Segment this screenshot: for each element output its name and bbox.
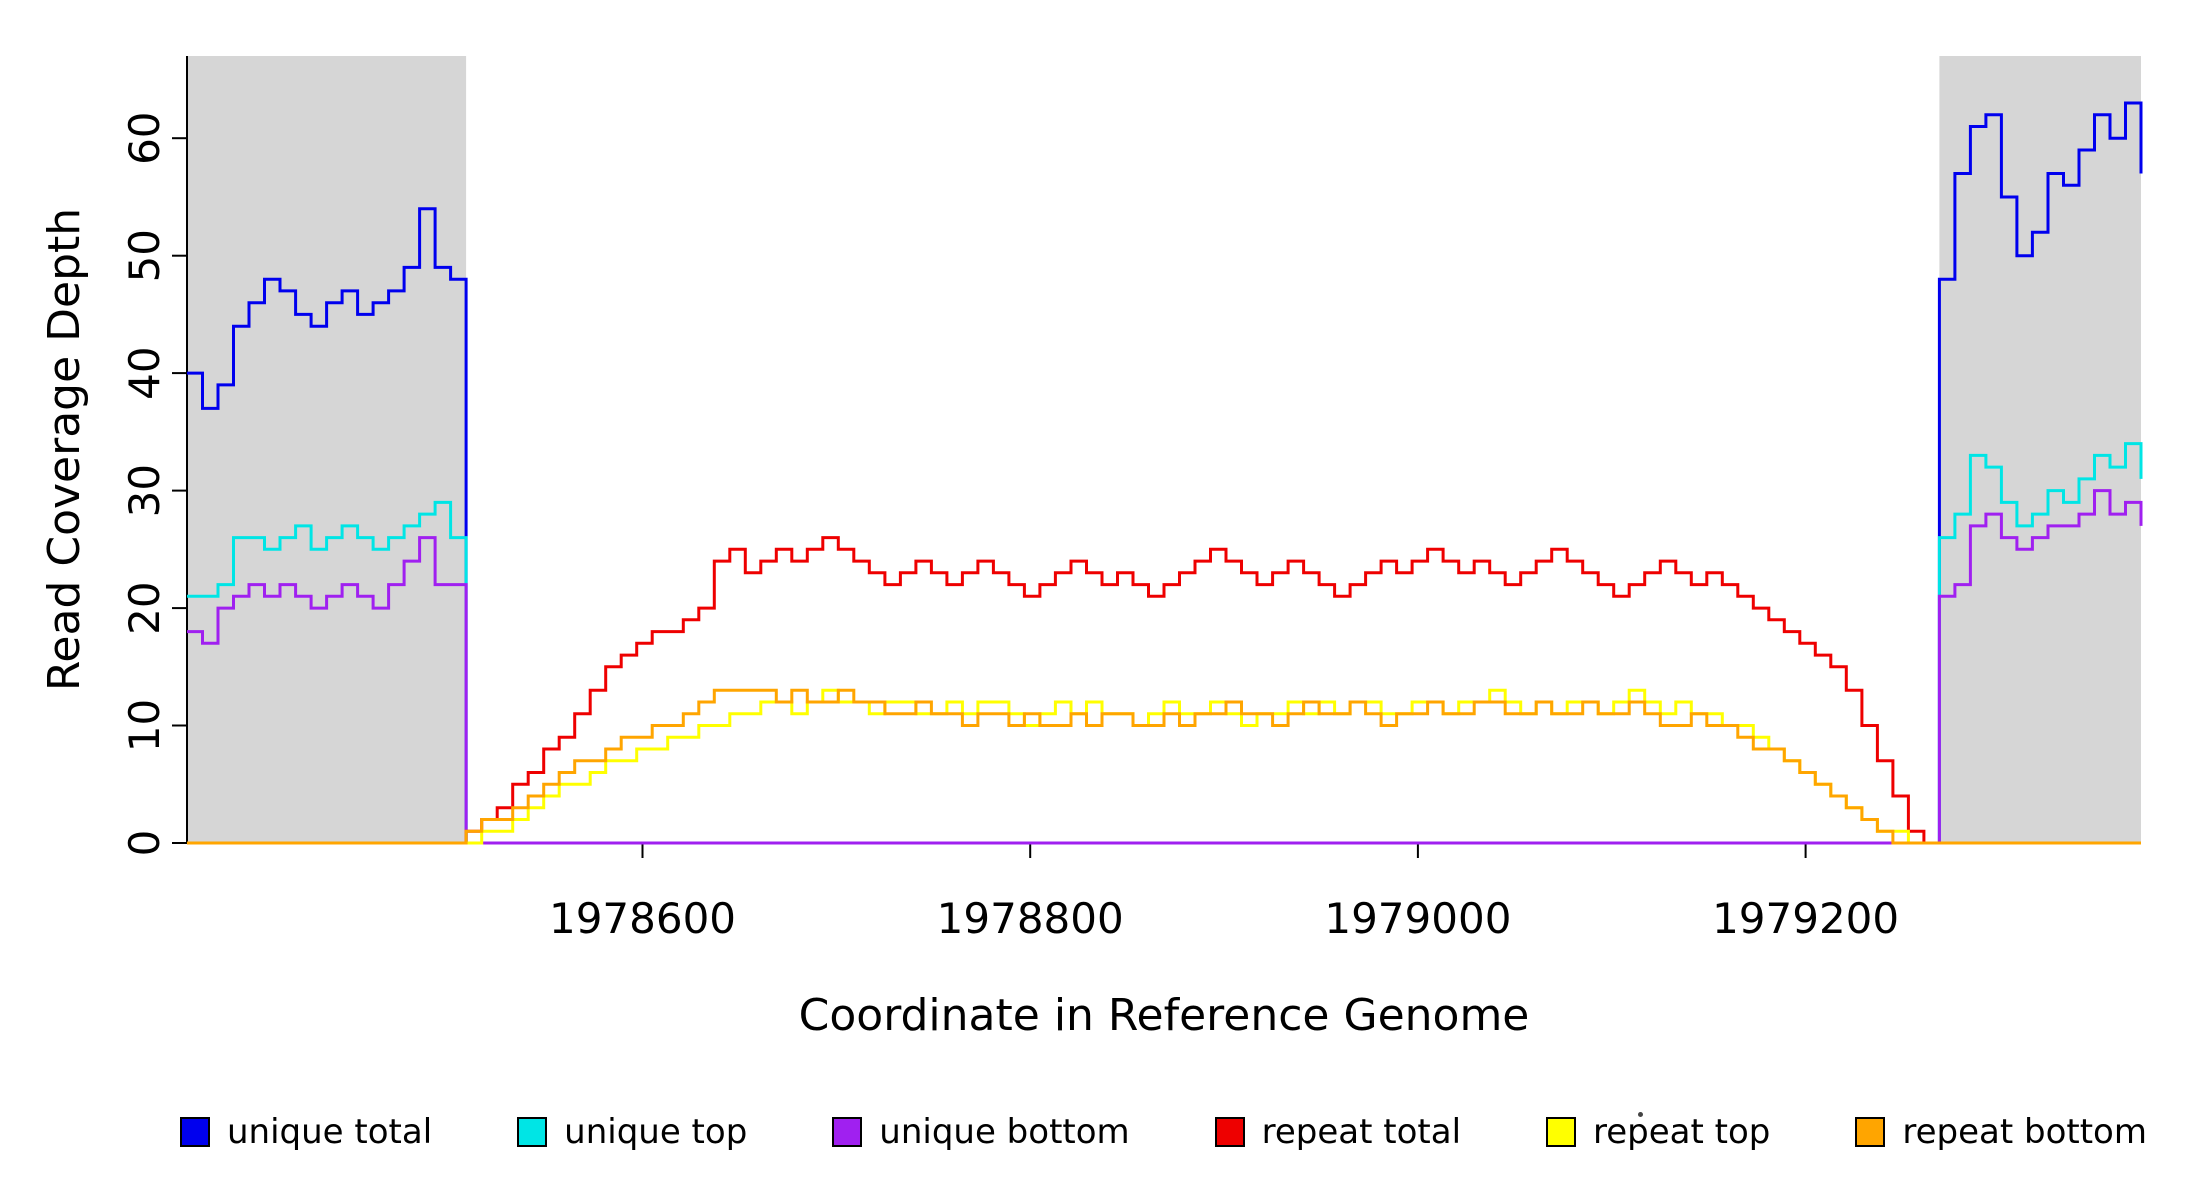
legend-item-unique-top: unique top	[517, 1112, 747, 1152]
series-line-repeat-total	[187, 536, 2141, 845]
legend-swatch-repeat-top	[1546, 1117, 1577, 1147]
legend-swatch-unique-total	[180, 1117, 210, 1147]
x-tick-label: 1979000	[1324, 894, 1511, 943]
legend-label-repeat-total: repeat total	[1261, 1112, 1462, 1152]
x-tick-label: 1979200	[1712, 894, 1899, 943]
legend-swatch-repeat-bottom	[1855, 1117, 1886, 1147]
x-tick-label: 1978800	[937, 894, 1124, 943]
legend-label-unique-total: unique total	[227, 1112, 433, 1152]
series-line-unique-top	[187, 442, 2143, 845]
y-tick-label: 60	[120, 111, 169, 164]
series-line-unique-total	[187, 101, 2143, 845]
y-axis-title: Read Coverage Depth	[39, 207, 91, 692]
legend-label-repeat-top: repeat top	[1593, 1112, 1771, 1152]
legend-label-repeat-bottom: repeat bottom	[1902, 1112, 2147, 1152]
y-tick-label: 50	[120, 229, 169, 282]
y-tick-label: 0	[120, 830, 169, 857]
legend-item-repeat-bottom: repeat bottom	[1855, 1112, 2147, 1152]
legend: unique total unique top unique bottom repea…	[180, 1108, 2147, 1156]
legend-item-unique-total: unique total	[180, 1112, 432, 1152]
x-tick-label: 1978600	[549, 894, 736, 943]
y-axis-title-wrap: Read Coverage Depth	[20, 56, 110, 843]
legend-label-unique-bottom: unique bottom	[879, 1112, 1130, 1152]
legend-swatch-unique-bottom	[832, 1117, 863, 1147]
legend-label-unique-top: unique top	[564, 1112, 748, 1152]
series-line-repeat-bottom	[187, 688, 2141, 845]
legend-item-unique-bottom: unique bottom	[832, 1112, 1130, 1152]
stray-dot	[1638, 1112, 1643, 1117]
y-tick-label: 30	[120, 464, 169, 517]
y-tick-label: 20	[120, 581, 169, 634]
shaded-region	[187, 56, 467, 843]
shaded-region	[1939, 56, 2141, 843]
legend-item-repeat-total: repeat total	[1214, 1112, 1462, 1152]
legend-swatch-unique-top	[517, 1117, 548, 1147]
y-tick-label: 10	[120, 699, 169, 752]
legend-item-repeat-top: repeat top	[1546, 1112, 1770, 1152]
y-tick-label: 40	[120, 346, 169, 399]
legend-swatch-repeat-total	[1214, 1117, 1245, 1147]
x-axis-title: Coordinate in Reference Genome	[798, 990, 1530, 1041]
series-line-unique-bottom	[187, 489, 2143, 845]
